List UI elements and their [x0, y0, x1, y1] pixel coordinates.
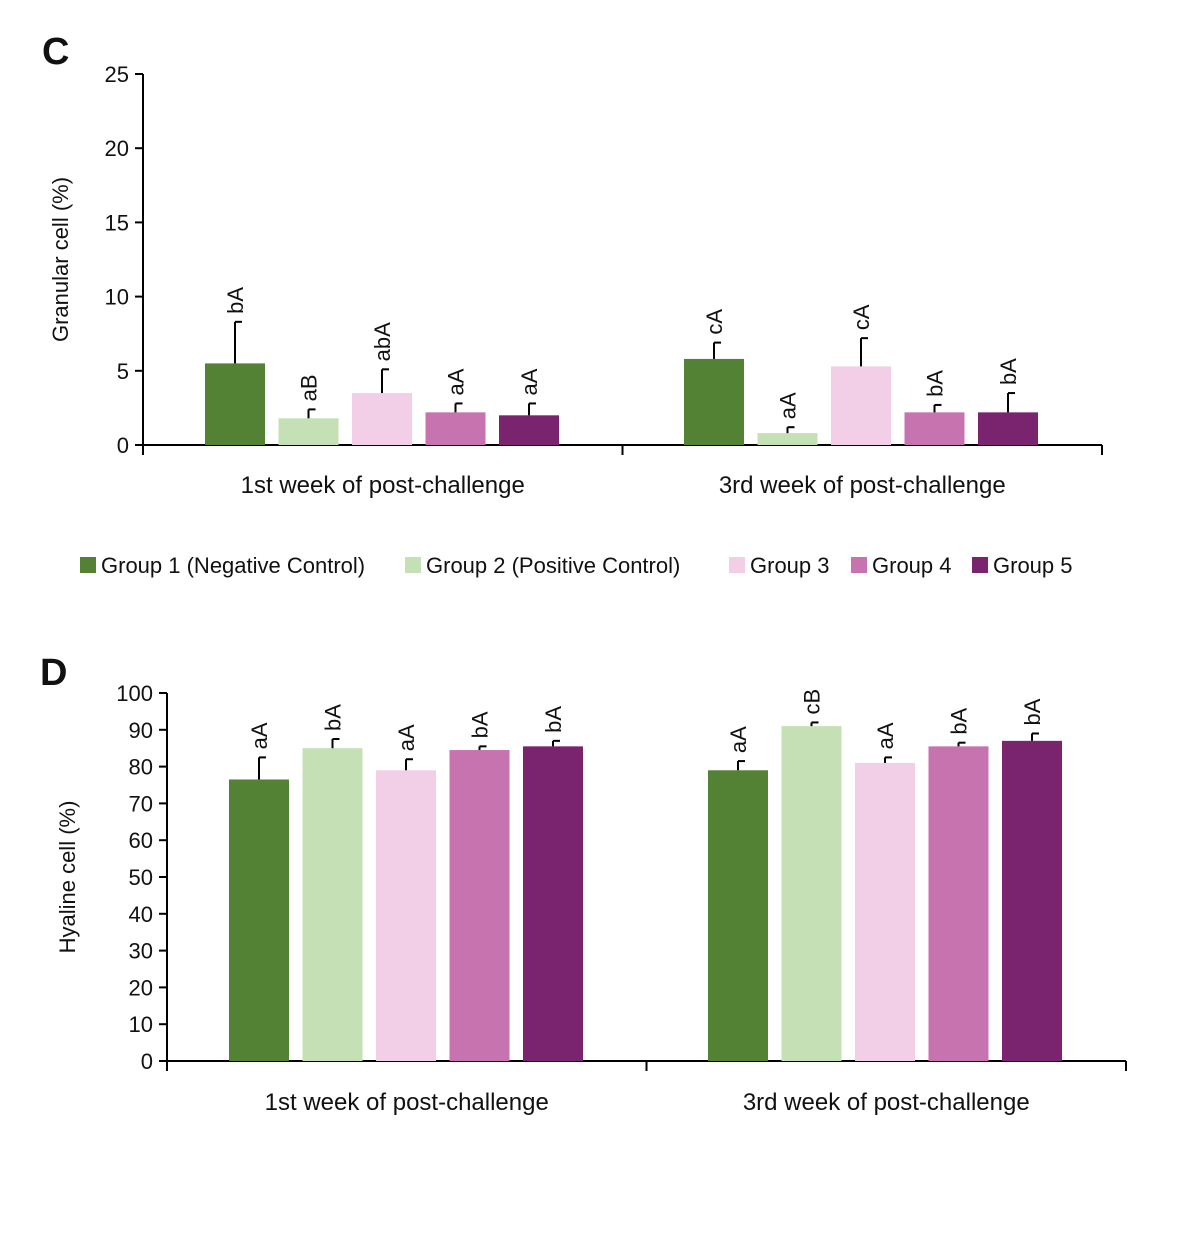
bar: [928, 746, 989, 1061]
significance-label: aA: [873, 722, 898, 749]
y-tick-label: 20: [105, 136, 129, 161]
y-tick-label: 0: [141, 1049, 153, 1074]
y-tick-label: 5: [117, 359, 129, 384]
significance-label: bA: [1020, 698, 1045, 725]
y-tick-label: 30: [129, 939, 153, 964]
bar: [1002, 740, 1062, 1061]
bar: [278, 418, 339, 445]
bar: [352, 393, 412, 445]
legend-swatch: [851, 557, 867, 573]
bar: [302, 748, 363, 1061]
legend-swatch: [729, 557, 745, 573]
x-category-label: 3rd week of post-challenge: [743, 1089, 1030, 1116]
y-axis-title: Hyaline cell (%): [55, 801, 80, 954]
bar: [229, 779, 289, 1061]
y-tick-label: 90: [129, 718, 153, 743]
significance-label: bA: [923, 370, 948, 397]
significance-label: aA: [444, 368, 469, 395]
y-tick-label: 15: [105, 210, 129, 235]
significance-label: aA: [726, 726, 751, 753]
bar: [376, 770, 436, 1061]
bar: [757, 433, 818, 445]
significance-label: bA: [947, 707, 972, 734]
y-tick-label: 50: [129, 865, 153, 890]
bar: [499, 415, 559, 445]
significance-label: bA: [223, 287, 248, 314]
y-tick-label: 20: [129, 975, 153, 1000]
significance-label: cA: [702, 309, 727, 335]
significance-label: bA: [996, 358, 1021, 385]
bar: [708, 770, 768, 1061]
y-tick-label: 0: [117, 433, 129, 458]
significance-label: bA: [321, 704, 346, 731]
legend-swatch: [972, 557, 988, 573]
y-tick-label: 40: [129, 902, 153, 927]
bar: [449, 750, 510, 1061]
significance-label: aB: [297, 374, 322, 401]
y-tick-label: 100: [116, 681, 153, 706]
legend-label: Group 3: [750, 553, 830, 578]
bar: [425, 412, 486, 445]
bar: [781, 726, 842, 1061]
x-category-label: 3rd week of post-challenge: [719, 472, 1006, 499]
chart-panel-c: C Granular cell (%) 0 5 10 15 20 25 1st week of …: [42, 31, 1103, 499]
significance-label: aA: [394, 724, 419, 751]
legend-label: Group 1 (Negative Control): [101, 553, 365, 578]
bar: [904, 412, 965, 445]
y-tick-label: 25: [105, 62, 129, 87]
legend-label: Group 5: [993, 553, 1073, 578]
y-axis-title: Granular cell (%): [48, 177, 73, 342]
significance-label: aA: [517, 368, 542, 395]
significance-label: bA: [541, 706, 566, 733]
chart-panel-d: D Hyaline cell (%) 0 10 20 30 40 50 60 70 80 90 100 1…: [40, 652, 1127, 1116]
y-tick-label: 80: [129, 755, 153, 780]
panel-label: D: [40, 652, 67, 694]
bar: [523, 746, 583, 1061]
legend-swatch: [80, 557, 96, 573]
x-category-label: 1st week of post-challenge: [265, 1089, 549, 1116]
bar: [978, 412, 1038, 445]
significance-label: aA: [776, 392, 801, 419]
panel-label: C: [42, 31, 69, 73]
y-tick-label: 10: [129, 1012, 153, 1037]
significance-label: bA: [468, 711, 493, 738]
bar: [205, 363, 265, 445]
significance-label: abA: [370, 322, 395, 361]
significance-label: aA: [247, 722, 272, 749]
legend-label: Group 2 (Positive Control): [426, 553, 680, 578]
y-tick-label: 10: [105, 285, 129, 310]
y-tick-label: 60: [129, 828, 153, 853]
significance-label: cB: [800, 689, 825, 715]
y-tick-label: 70: [129, 791, 153, 816]
x-category-label: 1st week of post-challenge: [241, 472, 525, 499]
legend-label: Group 4: [872, 553, 952, 578]
legend-swatch: [405, 557, 421, 573]
bar: [684, 358, 744, 445]
bar: [855, 762, 915, 1061]
bar: [831, 366, 891, 445]
significance-label: cA: [849, 304, 874, 330]
legend: Group 1 (Negative Control) Group 2 (Posit…: [80, 553, 1073, 578]
